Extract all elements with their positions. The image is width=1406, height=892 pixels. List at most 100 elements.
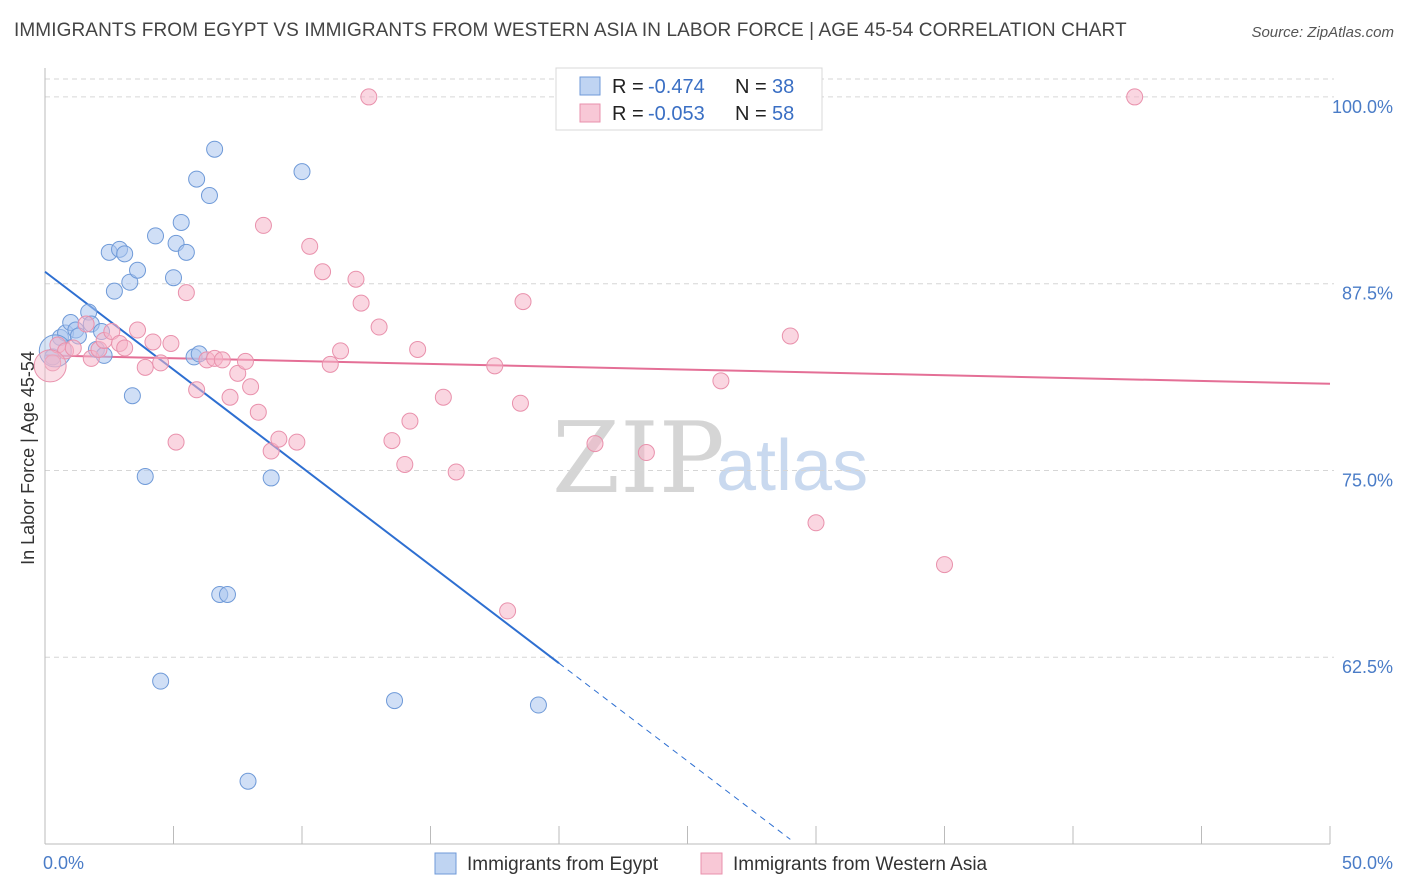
egypt-point — [262, 469, 280, 487]
bottom-legend-label-western-asia: Immigrants from Western Asia — [733, 854, 988, 875]
egypt-point — [147, 227, 165, 245]
western-asia-point — [270, 430, 288, 448]
western-asia-point — [401, 412, 419, 430]
y-tick-label: 62.5% — [1342, 657, 1393, 677]
western-asia-point — [129, 321, 147, 339]
western-asia-point — [637, 444, 655, 462]
chart-title: IMMIGRANTS FROM EGYPT VS IMMIGRANTS FROM… — [14, 20, 1127, 41]
correlation-legend: R = -0.474 N = 38 R = -0.053 N = 58 — [555, 67, 823, 131]
western-asia-point — [586, 435, 604, 453]
western-asia-point — [314, 263, 332, 281]
legend-swatch-egypt — [579, 76, 601, 96]
western-asia-point — [242, 378, 260, 396]
western-asia-point — [383, 432, 401, 450]
egypt-point — [218, 585, 236, 603]
egypt-point — [172, 213, 190, 231]
legend-n-label-egypt: N = — [735, 76, 767, 98]
legend-n-value-western-asia: 58 — [772, 103, 794, 125]
western-asia-point — [249, 403, 267, 421]
legend-swatch-western-asia — [579, 103, 601, 123]
watermark-zip: ZIP — [552, 402, 725, 516]
western-asia-point — [136, 358, 154, 376]
western-asia-point — [152, 354, 170, 372]
egypt-point — [136, 467, 154, 485]
western-asia-point — [712, 372, 730, 390]
series-legend: Immigrants from Egypt Immigrants from We… — [434, 852, 988, 875]
legend-r-value-western-asia: -0.053 — [648, 103, 705, 125]
egypt-point — [152, 672, 170, 690]
western-asia-point — [33, 349, 67, 383]
western-asia-point — [103, 323, 121, 341]
western-asia-point — [321, 355, 339, 373]
source-label: Source: ZipAtlas.com — [1251, 24, 1394, 41]
western-asia-point — [781, 327, 799, 345]
egypt-point — [239, 772, 257, 790]
egypt-point — [293, 163, 311, 181]
western-asia-point — [188, 381, 206, 399]
western-asia-point — [144, 333, 162, 351]
western-asia-point — [396, 455, 414, 473]
egypt-point — [121, 273, 139, 291]
y-axis-title: In Labor Force | Age 45-54 — [18, 351, 38, 565]
trend-lines — [44, 270, 1331, 840]
western-asia-point — [514, 293, 532, 311]
western-asia-point — [332, 342, 350, 360]
egypt-point — [529, 696, 547, 714]
western-asia-point — [409, 340, 427, 358]
axes: In Labor Force | Age 45-54 62.5% 75.0% 87.… — [18, 68, 1393, 873]
legend-n-label-western-asia: N = — [735, 103, 767, 125]
western-asia-point — [486, 357, 504, 375]
western-asia-point — [77, 315, 95, 333]
x-tick-label-max: 50.0% — [1342, 853, 1393, 873]
western-asia-point — [352, 294, 370, 312]
egypt-point — [177, 243, 195, 261]
western-asia-point — [807, 514, 825, 532]
egypt-point — [105, 282, 123, 300]
western-asia-point — [177, 284, 195, 302]
legend-r-label-western-asia: R = — [612, 103, 644, 125]
egypt-trend-line — [44, 270, 560, 665]
western-asia-point — [162, 334, 180, 352]
western-asia-point — [347, 270, 365, 288]
legend-r-value-egypt: -0.474 — [648, 76, 705, 98]
western-asia-trend-line — [44, 354, 1331, 385]
western-asia-point — [44, 354, 62, 372]
western-asia-point — [288, 433, 306, 451]
western-asia-point — [236, 352, 254, 370]
legend-n-value-egypt: 38 — [772, 76, 794, 98]
western-asia-point — [511, 394, 529, 412]
western-asia-point — [360, 88, 378, 106]
western-asia-point — [262, 442, 280, 460]
grid — [45, 78, 1334, 658]
y-tick-label: 75.0% — [1342, 470, 1393, 490]
western-asia-point — [434, 388, 452, 406]
egypt-point — [116, 245, 134, 263]
egypt-point — [165, 269, 182, 287]
bottom-legend-swatch-western-asia — [700, 852, 723, 875]
western-asia-point — [936, 556, 953, 574]
western-asia-point — [499, 602, 517, 620]
western-asia-point — [64, 339, 82, 357]
egypt-point — [206, 140, 224, 158]
western-asia-point — [1126, 88, 1144, 106]
western-asia-point — [221, 388, 239, 406]
western-asia-point — [301, 237, 319, 255]
watermark-atlas: atlas — [716, 426, 868, 506]
egypt-point — [123, 387, 141, 405]
western-asia-point — [254, 216, 272, 234]
bottom-legend-swatch-egypt — [434, 852, 457, 875]
legend-r-label-egypt: R = — [612, 76, 644, 98]
y-tick-label: 100.0% — [1332, 97, 1393, 117]
x-tick-label-min: 0.0% — [43, 853, 84, 873]
western-asia-point — [229, 364, 247, 382]
western-asia-point — [213, 351, 231, 369]
data-points — [33, 88, 1144, 790]
western-asia-point — [167, 433, 185, 451]
y-tick-label: 87.5% — [1342, 284, 1393, 304]
western-asia-point — [370, 318, 388, 336]
egypt-point — [386, 692, 404, 710]
egypt-point — [129, 261, 147, 279]
western-asia-point — [116, 339, 134, 357]
western-asia-point — [447, 463, 465, 481]
